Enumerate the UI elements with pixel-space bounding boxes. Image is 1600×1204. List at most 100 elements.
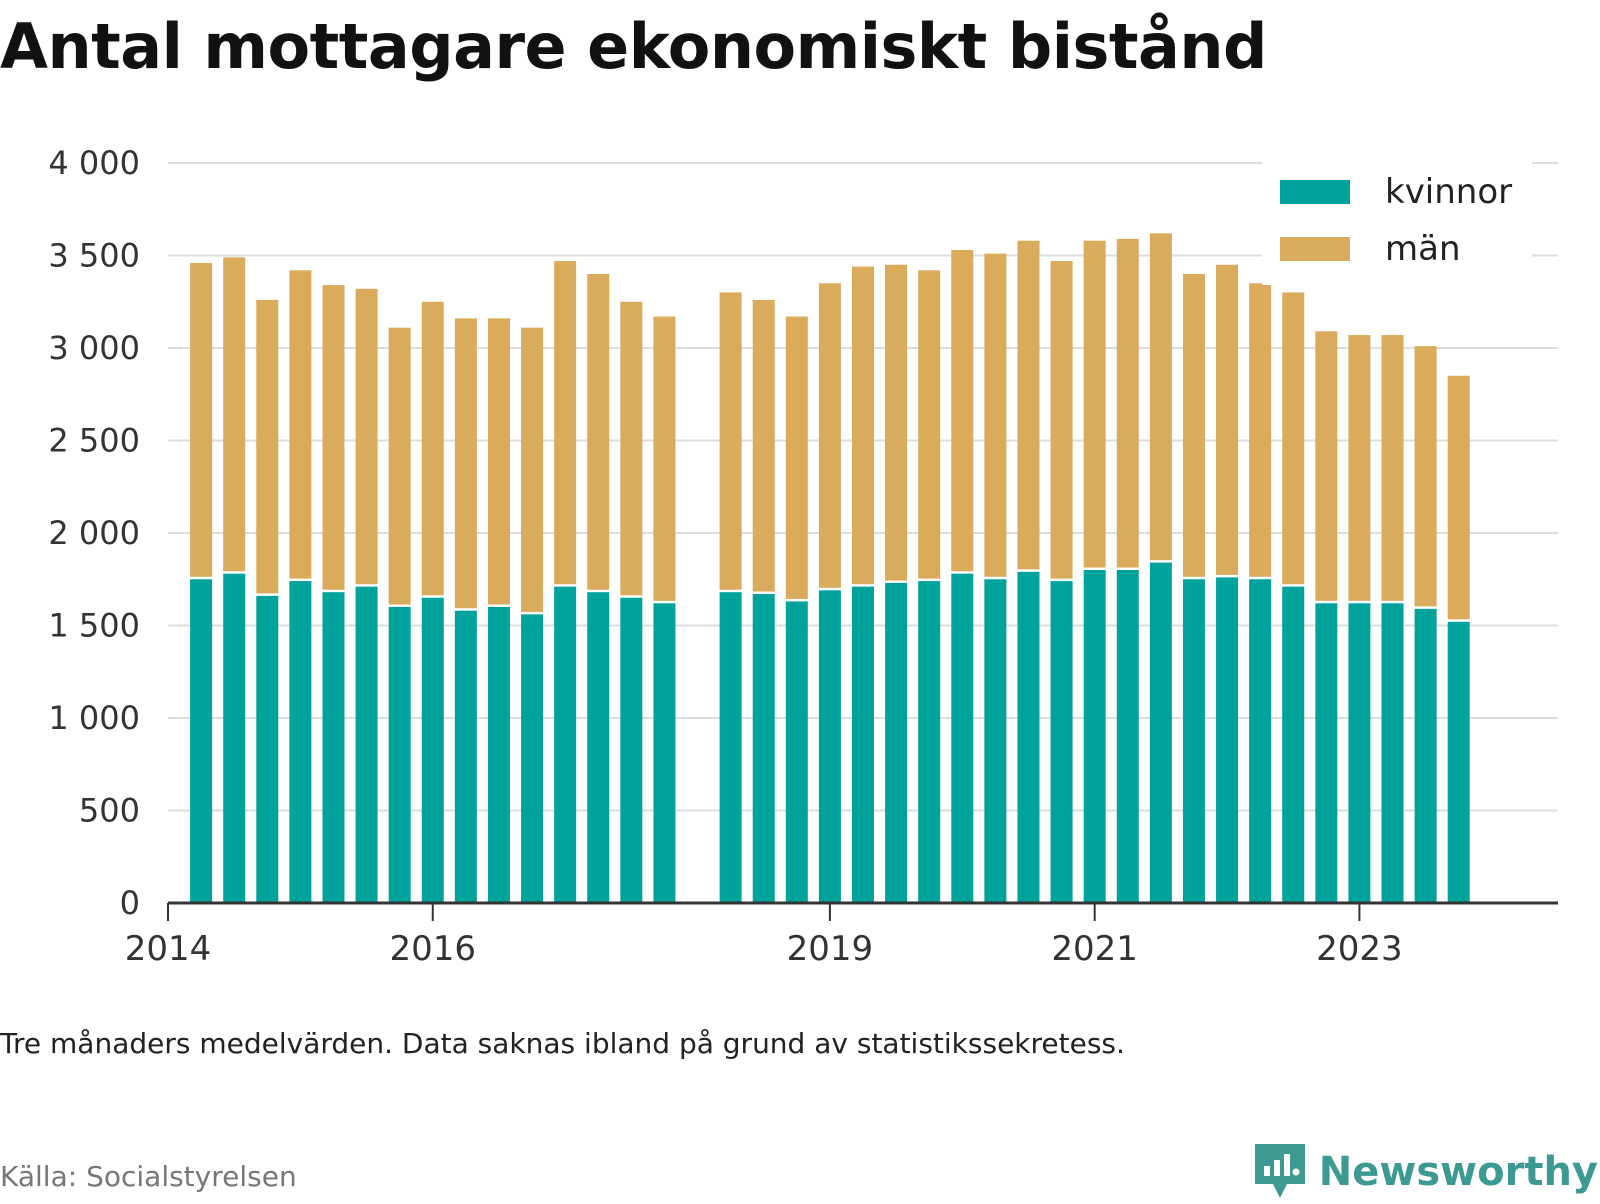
chart-note: Tre månaders medelvärden. Data saknas ib… [0, 1027, 1125, 1060]
bar-kvinnor [1381, 603, 1404, 903]
bar-kvinnor [1182, 579, 1205, 903]
y-tick-label: 4 000 [48, 144, 140, 182]
bar-man [752, 299, 775, 592]
bar-kvinnor [487, 607, 510, 903]
bar-man [1249, 283, 1272, 577]
bar-man [885, 264, 908, 581]
bar-kvinnor [918, 581, 941, 903]
bar-man [355, 288, 378, 585]
newsworthy-logo-icon [1254, 1144, 1305, 1198]
bar-man [1282, 292, 1305, 585]
x-tick-label: 2016 [389, 929, 476, 969]
bar-man [951, 249, 974, 572]
bar-man [1447, 375, 1470, 620]
bar-kvinnor [554, 586, 577, 903]
y-tick-label: 2 500 [48, 422, 140, 460]
bar-man [785, 316, 808, 599]
bar-man [818, 283, 841, 588]
bar-man [1116, 238, 1139, 568]
bar-kvinnor [322, 592, 345, 903]
bar-kvinnor [984, 579, 1007, 903]
legend: kvinnor män [1262, 160, 1532, 285]
bar-kvinnor [1348, 603, 1371, 903]
bar-man [1050, 261, 1073, 579]
bar-man [554, 261, 577, 585]
bar-kvinnor [1149, 562, 1172, 903]
bar-man [322, 285, 345, 590]
bar-kvinnor [719, 592, 742, 903]
bar-kvinnor [388, 607, 411, 903]
bar-man [1381, 335, 1404, 601]
bar-kvinnor [653, 603, 676, 903]
bar-kvinnor [1447, 621, 1470, 903]
bar-man [984, 253, 1007, 577]
bar-man [1348, 335, 1371, 601]
bar-man [223, 257, 246, 572]
bar-kvinnor [289, 581, 312, 903]
y-tick-label: 1 500 [48, 607, 140, 645]
bar-man [190, 262, 213, 577]
y-tick-label: 2 000 [48, 514, 140, 552]
bar-kvinnor [818, 590, 841, 903]
legend-label-kvinnor: kvinnor [1385, 172, 1512, 212]
bar-kvinnor [355, 586, 378, 903]
bar-kvinnor [1083, 570, 1106, 903]
bar-kvinnor [1249, 579, 1272, 903]
bar-kvinnor [1315, 603, 1338, 903]
bar-man [454, 318, 477, 609]
brand-name: Newsworthy [1318, 1149, 1598, 1195]
bar-man [1017, 240, 1040, 570]
x-tick-label: 2021 [1051, 929, 1138, 969]
bar-man [587, 274, 610, 590]
bar-kvinnor [521, 614, 544, 903]
bar-kvinnor [620, 597, 643, 903]
bar-man [1216, 264, 1239, 575]
y-tick-label: 3 500 [48, 237, 140, 275]
bar-kvinnor [951, 573, 974, 903]
bar-kvinnor [1216, 577, 1239, 903]
bar-kvinnor [852, 586, 874, 903]
x-axis: 2014 2016 2019 2021 2023 [125, 901, 1558, 969]
bar-kvinnor [1414, 608, 1437, 903]
x-tick-label: 2014 [125, 929, 212, 969]
bar-man [1414, 346, 1437, 607]
legend-swatch-kvinnor [1280, 180, 1350, 204]
bar-man [1315, 331, 1338, 601]
bar-man [421, 301, 444, 596]
x-tick-label: 2023 [1316, 929, 1403, 969]
bar-kvinnor [223, 573, 246, 903]
bar-kvinnor [256, 595, 279, 903]
bar-man [852, 266, 874, 585]
bar-man [289, 270, 312, 579]
y-tick-label: 1 000 [48, 699, 140, 737]
bar-kvinnor [454, 610, 477, 903]
bar-kvinnor [1050, 581, 1073, 903]
bar-kvinnor [587, 592, 610, 903]
legend-swatch-man [1280, 237, 1350, 261]
bar-kvinnor [785, 601, 808, 903]
bar-man [1182, 274, 1205, 577]
bar-kvinnor [1116, 570, 1139, 903]
bar-man [918, 270, 941, 579]
bar-man [256, 299, 279, 594]
bar-man [653, 316, 676, 601]
bar-man [1083, 240, 1106, 568]
x-tick-label: 2019 [787, 929, 874, 969]
bar-kvinnor [190, 579, 213, 903]
bar-kvinnor [752, 594, 775, 903]
y-axis-ticks: 0 500 1 000 1 500 2 000 2 500 3 000 3 500 4 000 [48, 144, 140, 922]
bar-man [719, 292, 742, 590]
y-tick-label: 500 [79, 792, 140, 830]
bar-man [1149, 233, 1172, 561]
chart-title: Antal mottagare ekonomiskt bistånd [0, 10, 1267, 83]
bars [190, 233, 1470, 903]
bar-man [388, 327, 411, 605]
y-tick-label: 3 000 [48, 329, 140, 367]
bar-man [487, 318, 510, 605]
brand-logo: Newsworthy [1251, 1140, 1598, 1204]
bar-kvinnor [885, 582, 908, 903]
legend-label-man: män [1385, 229, 1461, 269]
bar-man [521, 327, 544, 612]
bar-kvinnor [1017, 571, 1040, 903]
